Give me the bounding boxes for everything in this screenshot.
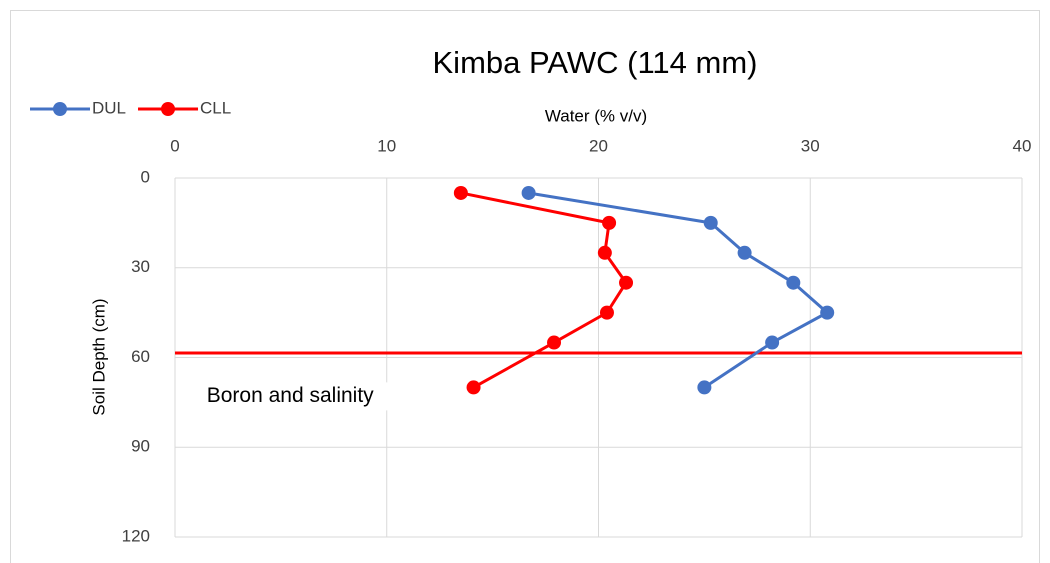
data-point [619, 275, 634, 290]
data-point [737, 245, 752, 260]
legend-marker [161, 102, 176, 116]
x-tick-label: 20 [589, 136, 608, 155]
y-axis-label: Soil Depth (cm) [89, 298, 108, 415]
x-tick-label: 40 [1013, 136, 1032, 155]
data-point [599, 305, 614, 320]
x-tick-label: 10 [377, 136, 396, 155]
chart-frame [10, 10, 1040, 563]
data-point [521, 185, 536, 200]
data-point [597, 245, 612, 260]
annotation: Boron and salinity [207, 384, 374, 407]
y-tick-label: 90 [131, 437, 150, 456]
y-tick-label: 120 [122, 526, 150, 545]
annotation-background [202, 382, 428, 411]
data-point [466, 380, 481, 395]
legend-marker [53, 102, 67, 116]
y-tick-label: 0 [141, 167, 150, 186]
legend-label: CLL [200, 98, 231, 117]
data-point [697, 380, 712, 395]
x-tick-label: 30 [801, 136, 820, 155]
chart-title: Kimba PAWC (114 mm) [433, 45, 758, 80]
data-point [820, 305, 835, 320]
legend-label: DUL [92, 98, 126, 117]
data-point [547, 335, 562, 350]
data-point [453, 185, 468, 200]
y-tick-label: 30 [131, 257, 150, 276]
data-point [703, 215, 718, 230]
x-axis-label: Water (% v/v) [545, 106, 647, 125]
data-point [602, 215, 617, 230]
data-point [786, 275, 801, 290]
x-tick-label: 0 [170, 136, 179, 155]
data-point [765, 335, 780, 350]
y-tick-label: 60 [131, 347, 150, 366]
